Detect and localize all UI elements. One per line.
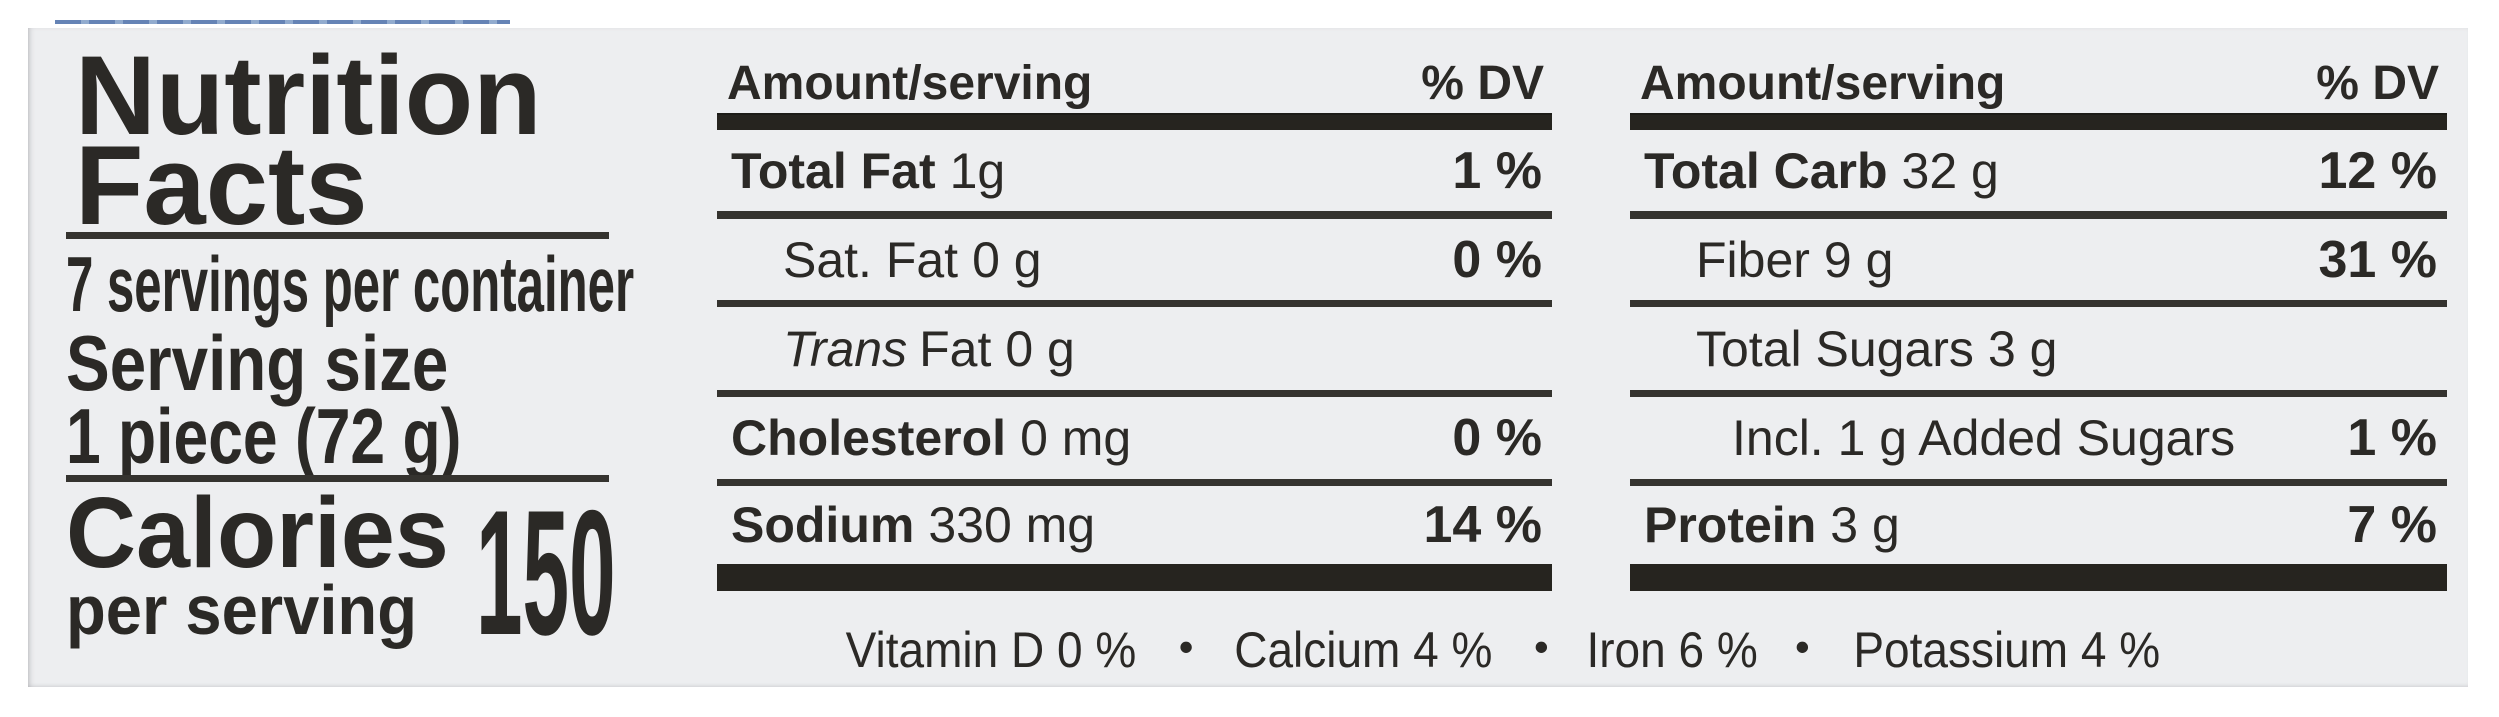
percent-dv-header: % DV <box>1421 56 1544 110</box>
micronutrient-vitamin-d: Vitamin D 0 % <box>845 622 1137 678</box>
nutrient-label: Incl. 1 g Added Sugars <box>1732 410 2236 466</box>
micronutrient-iron: Iron 6 % <box>1586 622 1758 678</box>
nutrient-dv-value: 0 % <box>1452 230 1542 289</box>
nutrient-label: Fiber <box>1696 231 1810 288</box>
micronutrient-potassium: Potassium 4 % <box>1853 622 2160 678</box>
nutrient-amount: 1g <box>949 142 1006 199</box>
nutrient-column-carb-protein: Amount/serving % DV Total Carb 32 g 12 %… <box>1630 53 2447 591</box>
percent-dv-header: % DV <box>2316 56 2439 110</box>
nutrient-row-cholesterol: Cholesterol 0 mg 0 % <box>717 397 1552 486</box>
nutrient-amount: 330 mg <box>928 497 1096 553</box>
nutrient-label: Sodium <box>731 497 915 553</box>
nutrient-label-italic: Trans <box>783 320 908 377</box>
nutrient-amount: 0 g <box>1005 320 1075 377</box>
micronutrient-calcium: Calcium 4 % <box>1234 622 1493 678</box>
nutrition-facts-title-line2: Facts <box>75 123 368 248</box>
column-end-bar <box>1630 564 2447 591</box>
nutrient-amount: 3 g <box>1987 320 2058 377</box>
serving-size-label: Serving size <box>66 319 449 407</box>
nutrient-dv-value: 31 % <box>2318 230 2437 289</box>
nutrient-row-trans-fat: Trans Fat 0 g <box>717 307 1552 397</box>
nutrient-row-fiber: Fiber 9 g 31 % <box>1630 219 2447 307</box>
bullet-separator: • <box>1534 623 1549 670</box>
nutrition-facts-title-line1: Nutrition <box>75 33 542 158</box>
nutrient-label: Protein <box>1644 497 1817 553</box>
header-rule <box>717 113 1552 130</box>
column-header: Amount/serving % DV <box>1630 53 2447 113</box>
nutrient-dv-value: 1 % <box>2347 409 2437 467</box>
bullet-separator: • <box>1794 623 1810 670</box>
nutrient-row-protein: Protein 3 g 7 % <box>1630 486 2447 564</box>
nutrient-label: Total Carb <box>1644 142 1888 199</box>
nutrition-facts-label: Nutrition Facts 7 servings per container… <box>28 28 2468 687</box>
column-end-bar <box>717 564 1552 591</box>
calories-label: Calories <box>66 477 449 589</box>
nutrient-row-sat-fat: Sat. Fat 0 g 0 % <box>717 219 1552 307</box>
serving-divider-rule <box>66 475 609 482</box>
nutrient-label: Fat <box>919 320 992 377</box>
nutrient-label: Sat. Fat <box>783 231 959 288</box>
header-rule <box>1630 113 2447 130</box>
nutrient-dv-value: 7 % <box>2347 496 2437 554</box>
nutrient-dv-value: 14 % <box>1423 496 1542 554</box>
nutrient-row-sodium: Sodium 330 mg 14 % <box>717 486 1552 564</box>
nutrient-column-fat-sodium: Amount/serving % DV Total Fat 1g 1 % Sat… <box>717 53 1552 591</box>
nutrient-dv-value: 0 % <box>1452 409 1542 467</box>
column-header: Amount/serving % DV <box>717 53 1552 113</box>
servings-per-container: 7 servings per container <box>66 240 635 328</box>
nutrient-row-total-fat: Total Fat 1g 1 % <box>717 130 1552 219</box>
nutrient-amount: 3 g <box>1830 497 1900 553</box>
nutrient-dv-value: 12 % <box>2318 141 2437 200</box>
nutrient-amount: 32 g <box>1901 142 1999 199</box>
nutrient-amount: 0 mg <box>1020 410 1132 466</box>
nutrient-amount: 0 g <box>972 231 1042 288</box>
bullet-separator: • <box>1178 623 1194 670</box>
title-divider-rule <box>66 232 609 239</box>
amount-serving-header: Amount/serving <box>1640 56 2006 110</box>
nutrient-row-total-carb: Total Carb 32 g 12 % <box>1630 130 2447 219</box>
serving-size-value: 1 piece (72 g) <box>66 392 462 480</box>
micronutrients-line: Vitamin D 0 % • Calcium 4 % • Iron 6 % • Potas… <box>688 621 2318 679</box>
nutrient-dv-value: 1 % <box>1452 141 1542 200</box>
nutrient-label: Cholesterol <box>731 410 1007 466</box>
nutrient-label: Total Fat <box>731 142 936 199</box>
calories-value: 150 <box>476 473 616 672</box>
nutrient-row-total-sugars: Total Sugars 3 g <box>1630 307 2447 397</box>
nutrient-row-added-sugars: Incl. 1 g Added Sugars 1 % <box>1630 397 2447 486</box>
calories-sublabel: per serving <box>66 571 417 649</box>
amount-serving-header: Amount/serving <box>727 56 1093 110</box>
nutrient-label: Total Sugars <box>1696 320 1974 377</box>
scan-artifact-line <box>55 20 510 24</box>
nutrient-amount: 9 g <box>1823 231 1894 288</box>
